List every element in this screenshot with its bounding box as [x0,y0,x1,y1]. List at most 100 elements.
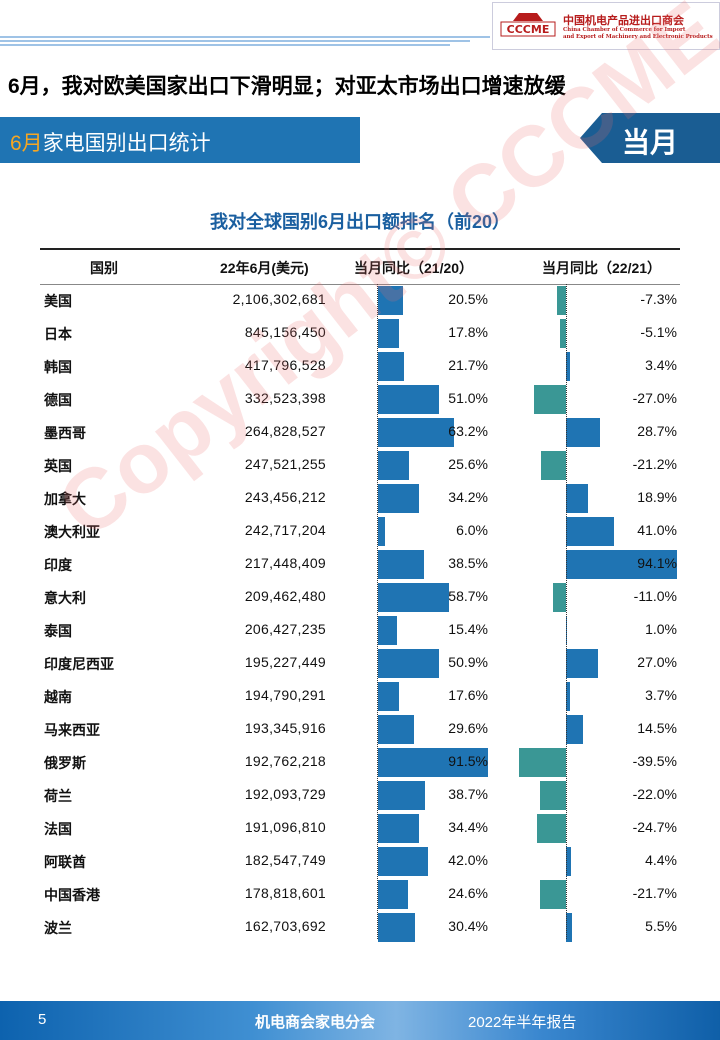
country-cell: 越南 [44,689,72,705]
yoy-2221-bar [536,814,566,843]
logo-mark-text: CCCME [507,23,550,36]
footer-report: 2022年半年报告 [468,1014,577,1031]
export-value-cell: 192,762,218 [244,753,326,769]
yoy-2120-bar [378,814,420,843]
yoy-2120-bar [378,781,425,810]
export-value-cell: 191,096,810 [244,819,326,835]
page-footer: 5 机电商会家电分会 2022年半年报告 [0,1001,720,1040]
country-cell: 英国 [44,458,72,474]
table-row: 澳大利亚 242,717,204 6.0% 41.0% [40,515,680,548]
yoy-2221-bar [553,583,566,612]
period-tag-label: 当月 [622,127,679,158]
table-row: 韩国 417,796,528 21.7% 3.4% [40,350,680,383]
yoy-2221-cell: -22.0% [632,786,677,802]
section-title: 6月家电国别出口统计 [10,132,211,155]
export-value-cell: 209,462,480 [244,588,326,604]
yoy-2120-bar [378,682,400,711]
yoy-2221-cell: 5.5% [645,918,677,934]
yoy-2120-bar [378,385,440,414]
yoy-2120-cell: 34.2% [448,489,488,505]
yoy-2221-bar [566,352,570,381]
yoy-2120-cell: 6.0% [456,522,488,538]
country-cell: 泰国 [44,623,72,639]
yoy-2221-cell: -11.0% [633,588,677,604]
yoy-2221-bar [566,682,571,711]
yoy-2120-bar [378,880,408,909]
export-value-cell: 845,156,450 [244,324,326,340]
table-row: 意大利 209,462,480 58.7% -11.0% [40,581,680,614]
page-headline: 6月，我对欧美国家出口下滑明显；对亚太市场出口增速放缓 [8,75,566,98]
yoy-2221-cell: 4.4% [645,852,677,868]
table-row: 马来西亚 193,345,916 29.6% 14.5% [40,713,680,746]
yoy-2221-cell: -24.7% [632,819,677,835]
yoy-2120-bar [378,418,454,447]
yoy-2120-bar [378,286,403,315]
yoy-2120-cell: 38.5% [448,555,488,571]
yoy-2120-cell: 58.7% [448,588,488,604]
country-cell: 德国 [44,392,72,408]
country-cell: 印度 [44,557,72,573]
cccme-logo-mark-icon: CCCME [500,13,556,37]
yoy-2120-bar [378,616,397,645]
yoy-2221-cell: 27.0% [637,654,677,670]
yoy-2221-cell: 18.9% [637,489,677,505]
export-value-cell: 193,345,916 [244,720,326,736]
yoy-2221-cell: -7.3% [640,291,677,307]
yoy-2120-cell: 30.4% [448,918,488,934]
yoy-2120-cell: 42.0% [448,852,488,868]
yoy-2120-bar [378,319,400,348]
page-number: 5 [38,1011,47,1028]
yoy-2221-cell: 1.0% [645,621,677,637]
yoy-2120-cell: 21.7% [448,357,488,373]
yoy-2221-bar [540,451,566,480]
yoy-2120-cell: 15.4% [448,621,488,637]
yoy-2120-cell: 34.4% [448,819,488,835]
table-row: 德国 332,523,398 51.0% -27.0% [40,383,680,416]
export-value-cell: 182,547,749 [244,852,326,868]
export-value-cell: 2,106,302,681 [232,291,326,307]
yoy-2120-bar [378,715,414,744]
period-tag: 当月 [580,113,720,163]
axis-yoy-2120 [377,284,378,939]
yoy-2120-cell: 17.8% [448,324,488,340]
yoy-2120-bar [378,847,429,876]
yoy-2221-cell: -27.0% [632,390,677,406]
export-value-cell: 332,523,398 [244,390,326,406]
yoy-2120-bar [378,748,488,777]
table-row: 日本 845,156,450 17.8% -5.1% [40,317,680,350]
export-value-cell: 217,448,409 [244,555,326,571]
table-row: 荷兰 192,093,729 38.7% -22.0% [40,779,680,812]
yoy-2120-cell: 20.5% [448,291,488,307]
yoy-2221-cell: -5.1% [640,324,677,340]
yoy-2120-bar [378,352,405,381]
yoy-2120-bar [378,583,449,612]
export-value-cell: 194,790,291 [244,687,326,703]
country-cell: 意大利 [44,590,86,606]
yoy-2120-bar [378,913,415,942]
yoy-2120-cell: 38.7% [448,786,488,802]
header-country: 国别 [90,260,118,276]
header-value: 22年6月(美元) [220,260,309,276]
country-cell: 韩国 [44,359,72,375]
table-row: 印度尼西亚 195,227,449 50.9% 27.0% [40,647,680,680]
export-value-cell: 162,703,692 [244,918,326,934]
export-value-cell: 178,818,601 [244,885,326,901]
yoy-2221-bar [540,781,566,810]
export-value-cell: 195,227,449 [244,654,326,670]
country-cell: 马来西亚 [44,722,100,738]
yoy-2221-bar [566,484,589,513]
yoy-2120-bar [378,451,409,480]
table-row: 墨西哥 264,828,527 63.2% 28.7% [40,416,680,449]
country-cell: 印度尼西亚 [44,656,114,672]
yoy-2221-cell: 41.0% [637,522,677,538]
country-cell: 墨西哥 [44,425,86,441]
yoy-2120-bar [378,649,440,678]
yoy-2120-bar [378,550,425,579]
yoy-2221-bar [557,286,566,315]
header-yoy-2120: 当月同比（21/20） [354,260,474,276]
table-title: 我对全球国别6月出口额排名（前20） [209,212,511,232]
yoy-2221-cell: 3.7% [645,687,677,703]
yoy-2120-bar [378,484,420,513]
yoy-2221-cell: -39.5% [632,753,677,769]
country-cell: 美国 [44,293,72,309]
